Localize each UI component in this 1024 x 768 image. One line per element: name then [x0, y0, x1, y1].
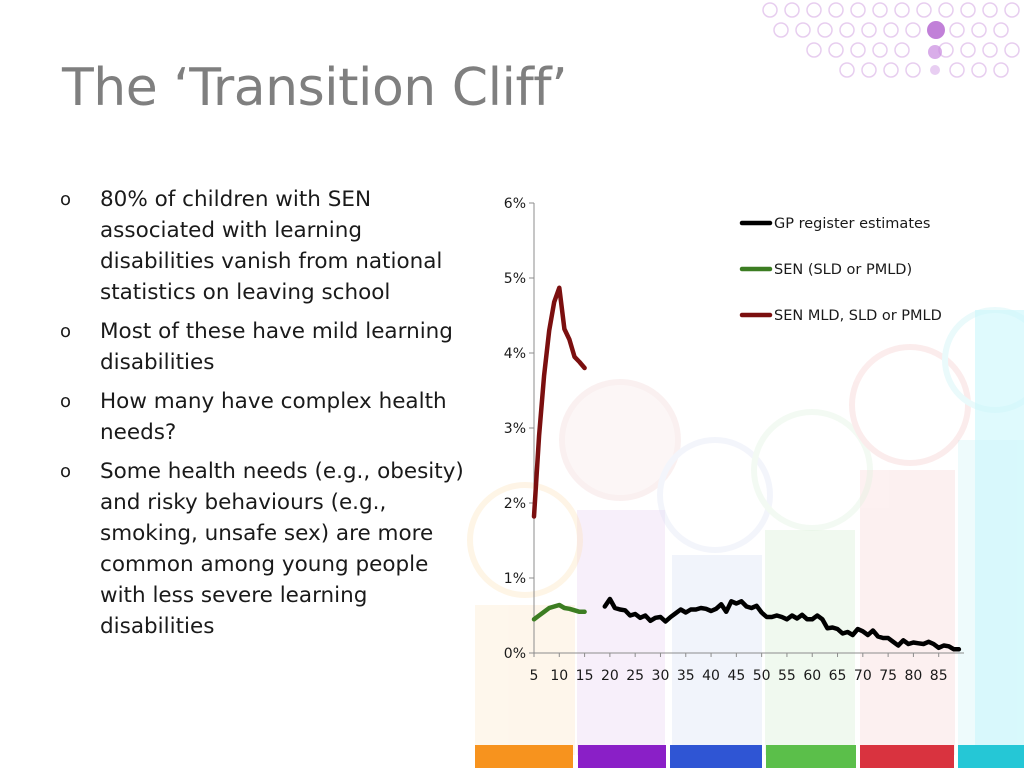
legend-label: SEN MLD, SLD or PMLD — [774, 308, 942, 324]
bullet-item: o Most of these have mild learning disab… — [60, 316, 470, 378]
bullet-text: How many have complex health needs? — [100, 389, 447, 445]
x-tick-label: 55 — [778, 668, 796, 684]
y-tick-label: 6% — [504, 196, 526, 212]
bullet-item: o Some health needs (e.g., obesity) and … — [60, 456, 470, 642]
y-tick-label: 2% — [504, 496, 526, 512]
bullet-marker: o — [60, 461, 72, 482]
x-tick-label: 10 — [550, 668, 568, 684]
y-tick-label: 0% — [504, 646, 526, 662]
x-tick-label: 20 — [601, 668, 619, 684]
x-tick-label: 80 — [904, 668, 922, 684]
color-strip-bottom — [475, 745, 1024, 768]
x-tick-label: 65 — [829, 668, 847, 684]
x-tick-label: 70 — [854, 668, 872, 684]
slide-title: The ‘Transition Cliff’ — [62, 58, 568, 118]
y-tick-label: 5% — [504, 271, 526, 287]
line-chart: 0% 1% 2% 3% 4% 5% 6% 5 10 15 20 25 30 35 40 45 50 55 60 65 7… — [504, 196, 964, 684]
bullet-list: o 80% of children with SEN associated wi… — [60, 184, 470, 650]
y-tick-label: 3% — [504, 421, 526, 437]
accent-dot — [930, 65, 940, 75]
x-tick-label: 15 — [576, 668, 594, 684]
bullet-text: Some health needs (e.g., obesity) and ri… — [100, 459, 464, 639]
bullet-marker: o — [60, 391, 72, 412]
x-tick-label: 60 — [803, 668, 821, 684]
accent-dot — [927, 21, 945, 39]
y-tick-label: 1% — [504, 571, 526, 587]
series-line-2 — [531, 285, 587, 519]
bullet-item: o How many have complex health needs? — [60, 386, 470, 448]
x-tick-label: 25 — [626, 668, 644, 684]
accent-dot — [928, 45, 942, 59]
bullet-item: o 80% of children with SEN associated wi… — [60, 184, 470, 308]
series-line-1 — [531, 602, 587, 622]
x-tick-label: 85 — [930, 668, 948, 684]
circle-pattern-top-right — [762, 2, 1020, 78]
x-tick-label: 75 — [879, 668, 897, 684]
series-line-0 — [602, 596, 962, 652]
x-tick-label: 50 — [753, 668, 771, 684]
x-tick-label: 35 — [677, 668, 695, 684]
bullet-text: 80% of children with SEN associated with… — [100, 187, 443, 305]
legend-label: GP register estimates — [774, 216, 930, 232]
x-tick-label: 5 — [530, 668, 539, 684]
x-tick-label: 40 — [702, 668, 720, 684]
x-tick-label: 45 — [727, 668, 745, 684]
bullet-marker: o — [60, 321, 72, 342]
legend-label: SEN (SLD or PMLD) — [774, 262, 912, 278]
bullet-text: Most of these have mild learning disabil… — [100, 319, 453, 375]
bullet-marker: o — [60, 189, 72, 210]
x-tick-label: 30 — [652, 668, 670, 684]
cyan-edge-panel — [975, 310, 1024, 750]
y-tick-label: 4% — [504, 346, 526, 362]
